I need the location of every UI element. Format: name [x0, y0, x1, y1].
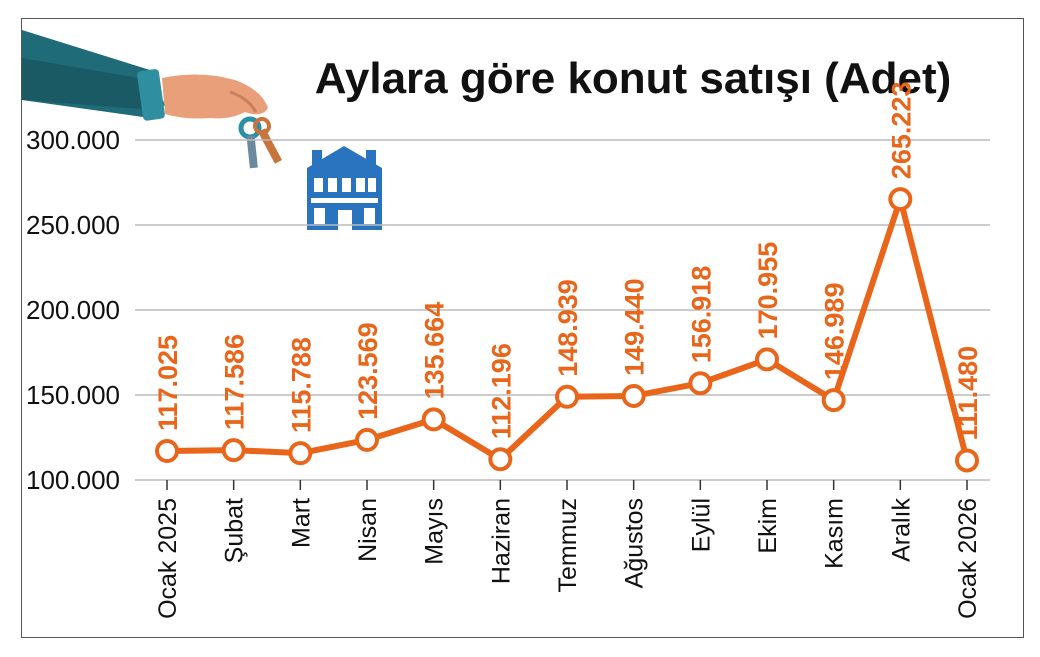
y-tick-label: 200.000 [26, 295, 120, 325]
data-point [488, 447, 513, 472]
x-tick-label: Ocak 2026 [954, 498, 982, 619]
data-point [621, 383, 646, 408]
x-axis: Ocak 2025 Şubat Mart Nisan Mayıs Haziran Temmu… [154, 480, 982, 619]
x-tick-label: Temmuz [554, 498, 582, 592]
data-point [755, 347, 779, 372]
data-label: 148.939 [553, 279, 583, 377]
data-label: 117.025 [153, 335, 183, 431]
data-point [688, 371, 713, 396]
data-label: 115.788 [286, 337, 316, 433]
data-label: 265.223 [886, 82, 916, 180]
x-tick-label: Eylül [687, 498, 715, 552]
y-axis: 100.000 150.000 200.000 250.000 300.000 [26, 125, 120, 495]
x-tick-label: Şubat [221, 498, 249, 563]
data-point [888, 187, 913, 212]
grid-lines [135, 139, 990, 481]
chart-title: Aylara göre konut satışı (Adet) [315, 54, 952, 103]
x-tick-label: Ağustos [621, 498, 649, 588]
data-point [821, 388, 846, 413]
data-point [288, 441, 313, 466]
y-tick-label: 150.000 [26, 380, 120, 410]
data-label: 146.989 [820, 283, 850, 381]
data-label: 135.664 [420, 302, 450, 400]
data-point [421, 407, 446, 432]
data-label: 123.569 [353, 322, 383, 420]
x-tick-label: Nisan [354, 498, 382, 562]
x-tick-label: Haziran [487, 498, 515, 584]
x-tick-label: Ekim [754, 498, 782, 554]
x-tick-label: Aralık [887, 498, 915, 562]
data-label: 117.586 [220, 334, 250, 430]
data-point [221, 438, 246, 463]
x-tick-label: Mayıs [421, 498, 449, 565]
x-tick-label: Mart [287, 498, 315, 548]
y-tick-label: 300.000 [26, 125, 120, 155]
data-point [555, 384, 579, 409]
data-label: 170.955 [753, 242, 783, 340]
x-tick-label: Kasım [821, 498, 849, 569]
house-icon [307, 146, 382, 230]
data-label: 149.440 [620, 278, 650, 376]
data-labels: 117.025 117.586 115.788 123.569 135.664 112.1… [153, 82, 983, 441]
y-tick-label: 100.000 [26, 465, 120, 495]
data-label: 111.480 [953, 346, 983, 441]
data-points [155, 187, 979, 473]
data-point [955, 448, 979, 473]
y-tick-label: 250.000 [26, 210, 120, 240]
data-label: 112.196 [486, 343, 516, 439]
data-point [355, 427, 379, 452]
data-point [155, 439, 179, 464]
data-label: 156.918 [686, 266, 716, 364]
hand-holding-keys-icon [22, 30, 282, 169]
x-tick-label: Ocak 2025 [154, 498, 182, 619]
